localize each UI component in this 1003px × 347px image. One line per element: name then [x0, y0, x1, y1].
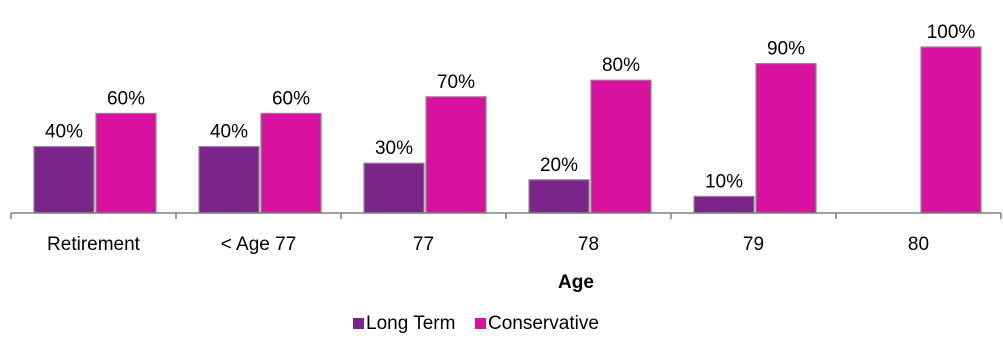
data-label-conservative-4: 90%: [767, 39, 805, 60]
legend: Long Term Conservative: [353, 313, 599, 334]
bar-conservative-2: [425, 96, 487, 214]
x-axis-title: Age: [558, 272, 594, 293]
legend-label-long-term: Long Term: [366, 313, 455, 334]
x-tick-label-0: Retirement: [47, 234, 141, 255]
data-label-long-term-4: 10%: [705, 171, 743, 192]
bar-conservative-0: [95, 112, 157, 214]
bars-layer: [33, 46, 982, 214]
data-label-conservative-2: 70%: [437, 72, 475, 93]
bar-conservative-4: [755, 62, 817, 214]
bar-conservative-1: [260, 112, 322, 214]
data-label-conservative-3: 80%: [602, 55, 640, 76]
x-tick-label-3: 78: [578, 234, 599, 255]
x-tick-labels: Retirement < Age 77 77 78 79 80: [47, 234, 929, 255]
x-tick-label-1: < Age 77: [221, 234, 297, 255]
bar-long-term-1: [198, 146, 260, 214]
data-label-conservative-1: 60%: [272, 88, 310, 109]
data-label-long-term-3: 20%: [540, 155, 578, 176]
x-axis: [10, 212, 1002, 219]
data-label-conservative-0: 60%: [107, 88, 145, 109]
bar-long-term-3: [528, 179, 590, 214]
legend-label-conservative: Conservative: [488, 313, 599, 334]
x-tick-label-5: 80: [908, 234, 929, 255]
legend-swatch-long-term: [353, 318, 364, 329]
data-label-conservative-5: 100%: [927, 22, 976, 43]
x-tick-label-4: 79: [743, 234, 764, 255]
data-label-long-term-2: 30%: [375, 138, 413, 159]
x-tick-label-2: 77: [413, 234, 434, 255]
bar-conservative-3: [590, 79, 652, 214]
bar-long-term-4: [693, 195, 755, 214]
legend-swatch-conservative: [475, 318, 486, 329]
bar-long-term-2: [363, 162, 425, 214]
bar-conservative-5: [920, 46, 982, 214]
data-labels-layer: 40% 60% 40% 60% 30% 70% 20% 80% 10% 90% 100%: [45, 22, 975, 192]
data-label-long-term-1: 40%: [210, 122, 248, 143]
bar-long-term-0: [33, 146, 95, 214]
data-label-long-term-0: 40%: [45, 122, 83, 143]
